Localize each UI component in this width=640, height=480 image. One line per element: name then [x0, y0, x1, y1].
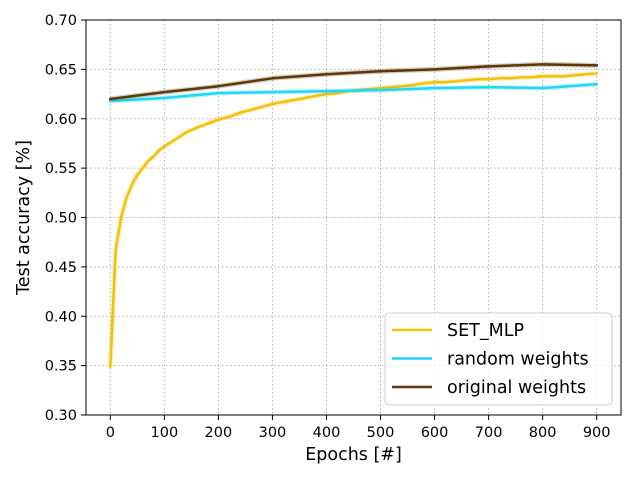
legend-label-set-mlp: SET_MLP [447, 321, 524, 341]
y-tick-label: 0.60 [45, 112, 77, 128]
series-layer [107, 61, 599, 368]
x-tick-label: 600 [421, 425, 449, 441]
x-tick-label: 900 [583, 425, 611, 441]
y-tick-label: 0.55 [45, 161, 77, 177]
series-line-original-weights [108, 63, 598, 101]
x-tick-label: 700 [475, 425, 503, 441]
y-tick-label: 0.40 [45, 309, 77, 325]
y-tick-label: 0.70 [45, 13, 77, 29]
legend-label-original-weights: original weights [447, 378, 586, 398]
y-axis-ticks: 0.30 0.35 0.40 0.45 0.50 0.55 0.60 0.65 0.70 [45, 13, 86, 424]
series-line-random-weights [108, 82, 599, 103]
y-tick-label: 0.45 [45, 260, 77, 276]
x-axis-title: Epochs [#] [305, 445, 402, 465]
x-tick-label: 100 [151, 425, 179, 441]
legend-label-random-weights: random weights [447, 350, 589, 370]
legend-box [384, 312, 613, 406]
x-axis-ticks: 0 100 200 300 400 500 600 700 800 900 [106, 415, 611, 441]
x-tick-label: 300 [259, 425, 287, 441]
x-tick-label: 800 [529, 425, 557, 441]
x-tick-label: 400 [313, 425, 341, 441]
x-tick-label: 0 [106, 425, 115, 441]
x-tick-label: 200 [205, 425, 233, 441]
y-axis-title: Test accuracy [%] [14, 140, 34, 296]
series-line-set-mlp [108, 71, 599, 368]
y-tick-label: 0.30 [45, 408, 77, 424]
y-tick-label: 0.35 [45, 359, 77, 375]
y-tick-label: 0.65 [45, 62, 77, 78]
y-tick-label: 0.50 [45, 211, 77, 227]
x-tick-label: 500 [367, 425, 395, 441]
